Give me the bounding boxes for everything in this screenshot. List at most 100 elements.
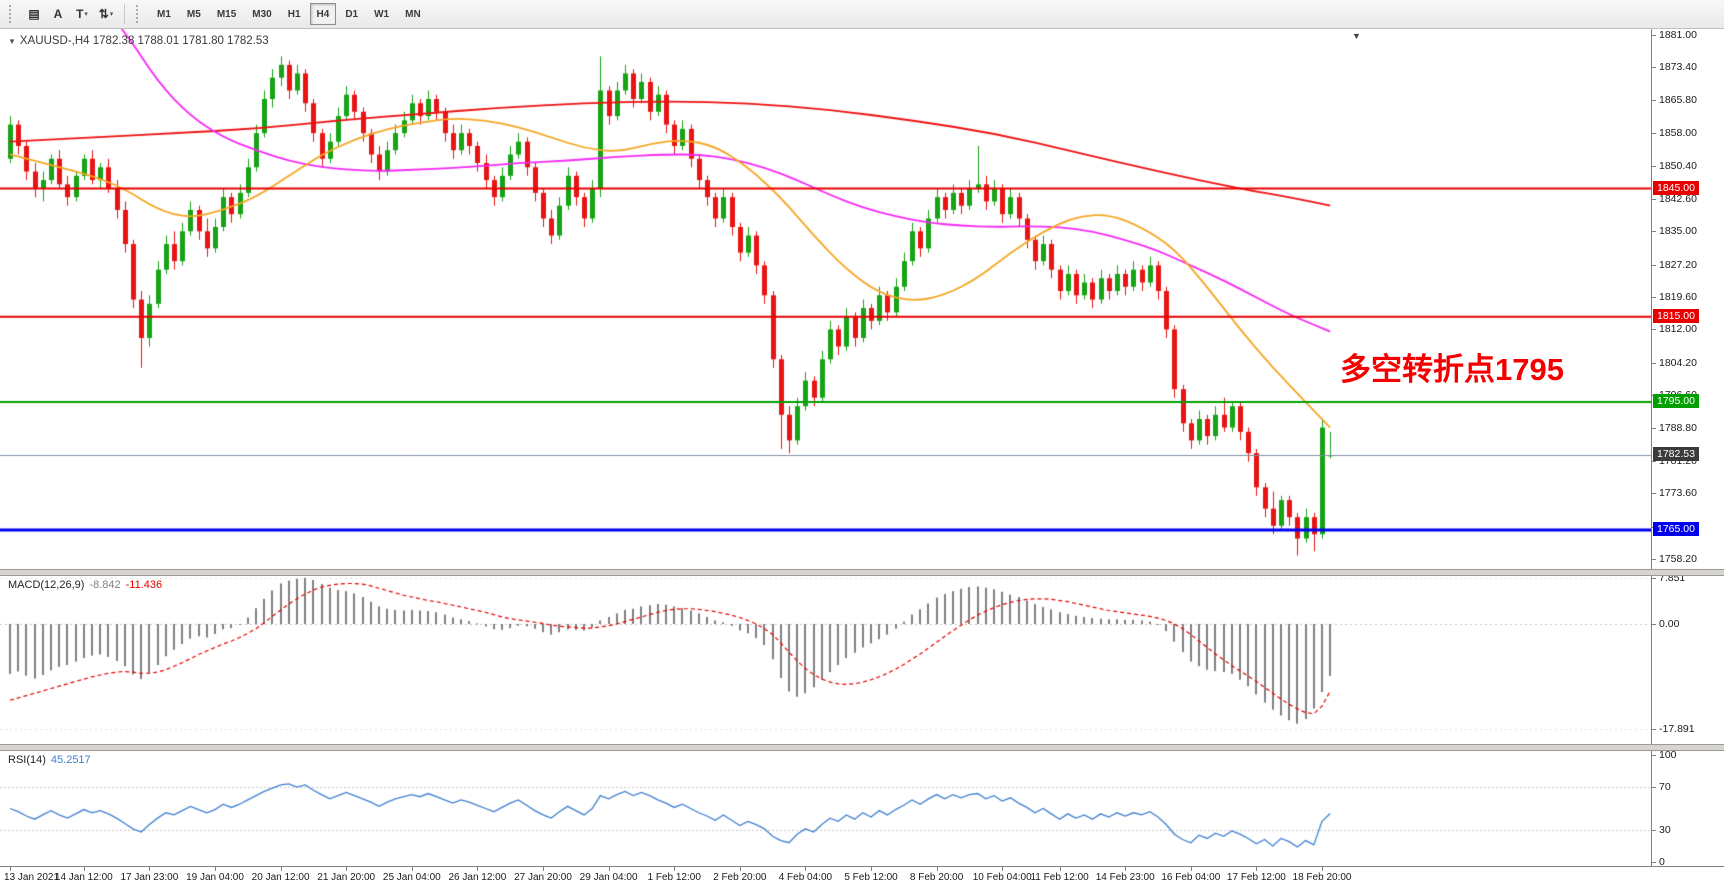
collapse-triangle-icon[interactable]: ▼ [8,37,16,46]
timeframe-button-M30[interactable]: M30 [252,8,272,20]
toolbar-grip[interactable] [136,5,142,23]
toolbar-grip[interactable] [9,5,15,23]
price-axis[interactable]: 1881.00 1873.40 1865.80 1858.00 1850.40 1842.… [1651,29,1724,868]
symbol-ohlc-label: ▼ XAUUSD-,H4 1782.38 1788.01 1781.80 1782… [8,35,269,47]
label-tool-button[interactable]: T ▾ [70,3,94,25]
price-axis-label: 1835.00 [1659,225,1697,238]
time-axis-tick [215,867,216,871]
time-axis-tick [346,867,348,871]
templates-tool-icon: ▤ [28,7,40,21]
time-axis-tick [543,867,544,871]
price-axis-tick [1652,297,1656,298]
timeframe-button-M5[interactable]: M5 [186,8,201,20]
text-tool-icon: A [53,7,63,21]
price-axis-label: 1850.40 [1659,159,1697,172]
time-axis-label: 16 Feb 04:00 [1161,872,1221,883]
time-axis-label: 17 Jan 23:00 [120,872,179,883]
time-axis-label: 27 Jan 20:00 [514,872,572,883]
time-axis-label: 20 Jan 12:00 [251,872,310,883]
time-axis-tick [1322,867,1323,871]
macd-axis-tick [1652,728,1656,730]
drawing-tools-group: ▤ A T ▾ ⇅ ▾ [22,3,118,25]
annotation-text: 多空转折点1795 [1340,352,1564,387]
price-axis-tick [1652,428,1656,430]
time-axis-tick [608,867,610,871]
price-axis-tick [1652,460,1656,462]
time-axis-tick [936,867,938,871]
price-axis-tick [1652,99,1656,101]
price-axis-label: 1773.60 [1659,487,1697,500]
main-chart-canvas[interactable] [0,29,1651,569]
time-axis-label: 18 Feb 20:00 [1292,872,1352,883]
time-axis-tick [1125,867,1127,871]
templates-tool-button[interactable]: ▤ [22,3,46,25]
macd-axis-tick [1652,577,1656,579]
time-axis-label: 1 Feb 12:00 [647,872,701,883]
time-axis-tick [10,867,11,871]
rsi-panel-canvas[interactable] [0,751,1651,866]
time-axis-label: 2 Feb 20:00 [713,872,767,883]
price-axis-label: 1819.60 [1659,291,1697,303]
time-axis-tick [1190,867,1192,871]
arrows-tool-button[interactable]: ⇅ ▾ [94,3,118,25]
time-axis-label: 14 Jan 12:00 [54,872,113,883]
panel-separator[interactable] [0,569,1724,576]
price-axis-label: 1812.00 [1659,323,1697,336]
time-axis-label: 5 Feb 12:00 [844,872,898,883]
timeframe-button-MN[interactable]: MN [405,8,421,20]
timeframe-button-D1[interactable]: D1 [345,8,359,20]
time-axis-tick [1002,867,1004,871]
price-axis-tick [1652,362,1656,364]
macd-panel-canvas[interactable] [0,576,1651,744]
time-axis-label: 26 Jan 12:00 [448,872,507,883]
time-axis-label: 11 Feb 12:00 [1030,872,1089,883]
price-axis-tick [1652,67,1656,69]
timeframe-button-M1[interactable]: M1 [157,8,171,20]
toolbar: ▤ A T ▾ ⇅ ▾ M1 M5 M15 M30 H1 H4 D1 W1 MN [0,0,1724,29]
price-axis-label: 1865.80 [1659,93,1697,106]
price-axis-label: 1842.60 [1659,192,1697,205]
timeframe-button-W1[interactable]: W1 [374,8,390,20]
label-tool-icon: T [76,7,84,21]
price-axis-tick [1652,493,1656,495]
price-axis-tick [1652,35,1656,36]
rsi-axis-tick [1652,862,1656,863]
price-tag-1815.00: 1815.00 [1653,308,1699,323]
time-axis-tick [1256,867,1258,871]
time-axis[interactable]: 13 Jan 2021 14 Jan 12:00 17 Jan 23:00 19 Ja… [0,866,1724,889]
time-axis-label: 8 Feb 20:00 [909,872,964,883]
price-axis-tick [1652,231,1656,233]
arrows-tool-icon: ⇅ [98,7,109,21]
price-tag-1795.00: 1795.00 [1653,393,1699,408]
price-axis-label: 1873.40 [1659,61,1697,74]
time-axis-label: 17 Feb 12:00 [1226,872,1286,883]
price-axis-tick [1652,264,1656,266]
macd-name: MACD(12,26,9) [8,579,85,591]
rsi-axis-label: 30 [1659,823,1671,836]
rsi-label: RSI(14) 45.2517 [8,754,91,766]
chart-shift-marker-icon[interactable]: ▼ [1352,31,1361,41]
time-axis-tick [149,867,151,871]
timeframe-button-H4[interactable]: H4 [309,3,337,25]
timeframe-button-H1[interactable]: H1 [287,8,301,20]
time-axis-label: 10 Feb 04:00 [972,872,1032,883]
rsi-axis-label: 70 [1659,781,1671,794]
macd-value: -8.842 [89,579,121,591]
rsi-axis-label: 0 [1659,856,1665,868]
rsi-axis-tick [1652,755,1656,756]
panel-separator[interactable] [0,744,1724,751]
price-axis-tick [1652,559,1656,560]
time-axis-label: 13 Jan 2021 [4,872,60,883]
rsi-name: RSI(14) [8,754,46,766]
time-axis-label: 21 Jan 20:00 [317,872,376,883]
macd-signal-value: -11.436 [125,579,163,591]
price-axis-label: 1881.00 [1659,29,1697,41]
time-axis-tick [83,867,85,871]
time-axis-tick [674,867,676,871]
price-axis-label: 1827.20 [1659,258,1697,271]
text-tool-button[interactable]: A [46,3,70,25]
timeframe-button-M15[interactable]: M15 [216,8,237,20]
time-axis-tick [739,867,741,871]
macd-axis-label: 0.00 [1659,618,1680,630]
time-axis-label: 25 Jan 04:00 [382,872,441,883]
